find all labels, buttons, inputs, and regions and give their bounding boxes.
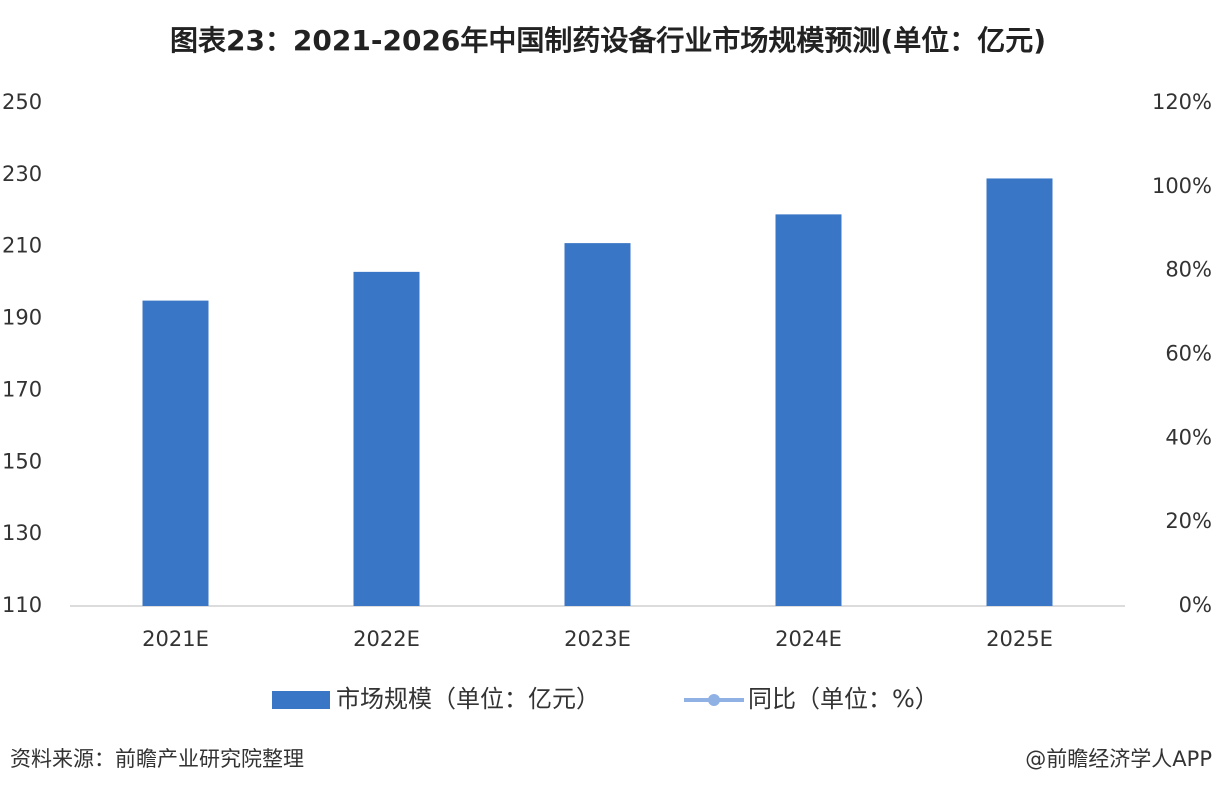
y-tick-label: 170 bbox=[2, 377, 42, 401]
y-tick-label: 190 bbox=[2, 306, 42, 330]
bar bbox=[986, 178, 1053, 606]
bar bbox=[564, 243, 631, 606]
y-tick-label: 250 bbox=[2, 90, 42, 114]
y2-tick-label: 40% bbox=[1165, 425, 1212, 449]
y2-tick-label: 120% bbox=[1152, 90, 1212, 114]
x-tick-label: 2023E bbox=[564, 627, 631, 651]
source: 资料来源：前瞻产业研究院整理 bbox=[10, 747, 304, 771]
legend-swatch bbox=[272, 691, 330, 709]
y2-tick-label: 20% bbox=[1165, 509, 1212, 533]
bar bbox=[775, 214, 842, 606]
y-tick-label: 150 bbox=[2, 449, 42, 473]
x-tick-label: 2022E bbox=[353, 627, 420, 651]
y-tick-label: 230 bbox=[2, 162, 42, 186]
legend-label: 同比（单位：%） bbox=[748, 685, 939, 713]
credit: @前瞻经济学人APP bbox=[1025, 747, 1212, 771]
x-tick-label: 2025E bbox=[986, 627, 1053, 651]
chart-title: 图表23：2021-2026年中国制药设备行业市场规模预测(单位：亿元) bbox=[170, 24, 1046, 57]
y2-tick-label: 0% bbox=[1179, 593, 1212, 617]
y-tick-label: 110 bbox=[2, 593, 42, 617]
y-tick-label: 130 bbox=[2, 521, 42, 545]
y-tick-label: 210 bbox=[2, 234, 42, 258]
legend-marker bbox=[708, 694, 720, 706]
y2-tick-label: 80% bbox=[1165, 258, 1212, 282]
bar bbox=[353, 271, 420, 606]
legend-label: 市场规模（单位：亿元） bbox=[336, 685, 600, 713]
bar bbox=[142, 300, 209, 606]
x-tick-label: 2021E bbox=[142, 627, 209, 651]
y2-tick-label: 100% bbox=[1152, 174, 1212, 198]
y2-tick-label: 60% bbox=[1165, 342, 1212, 366]
x-tick-label: 2024E bbox=[775, 627, 842, 651]
